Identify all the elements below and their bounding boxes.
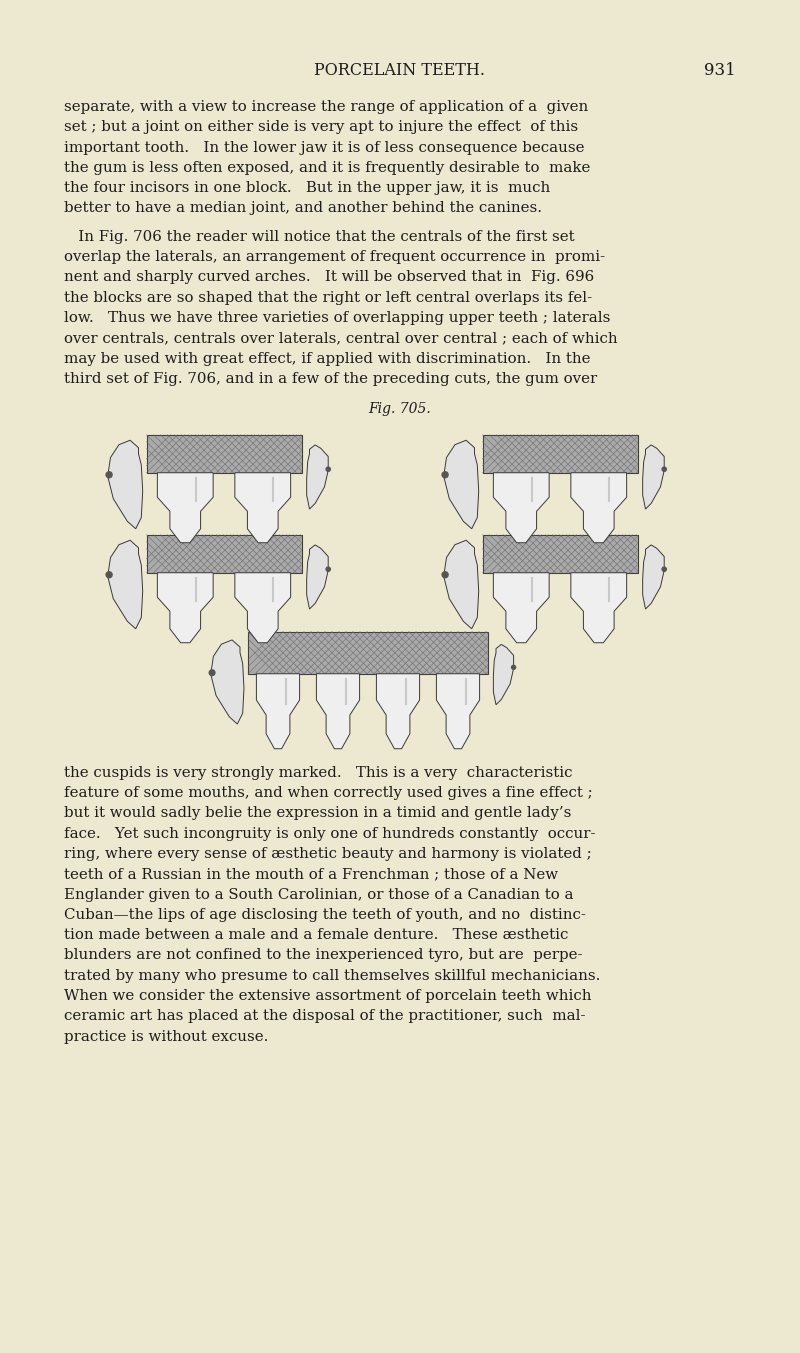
Bar [146, 534, 302, 572]
Text: When we consider the extensive assortment of porcelain teeth which: When we consider the extensive assortmen… [64, 989, 591, 1003]
Text: nent and sharply curved arches.   It will be observed that in  Fig. 696: nent and sharply curved arches. It will … [64, 271, 594, 284]
Circle shape [326, 567, 330, 571]
Text: better to have a median joint, and another behind the canines.: better to have a median joint, and anoth… [64, 202, 542, 215]
Circle shape [442, 472, 448, 478]
Text: trated by many who presume to call themselves skillful mechanicians.: trated by many who presume to call thems… [64, 969, 600, 982]
Polygon shape [235, 472, 290, 543]
Polygon shape [494, 572, 549, 643]
Text: the four incisors in one block.   But in the upper jaw, it is  much: the four incisors in one block. But in t… [64, 181, 550, 195]
Polygon shape [256, 674, 300, 748]
Polygon shape [306, 445, 328, 509]
Polygon shape [108, 440, 142, 529]
Text: ring, where every sense of æsthetic beauty and harmony is violated ;: ring, where every sense of æsthetic beau… [64, 847, 592, 861]
Text: the gum is less often exposed, and it is frequently desirable to  make: the gum is less often exposed, and it is… [64, 161, 590, 175]
Text: practice is without excuse.: practice is without excuse. [64, 1030, 268, 1043]
Polygon shape [210, 640, 244, 724]
Polygon shape [376, 674, 420, 748]
Text: 931: 931 [704, 62, 736, 78]
Polygon shape [235, 572, 290, 643]
Polygon shape [437, 674, 480, 748]
Circle shape [442, 572, 448, 578]
Circle shape [210, 670, 215, 675]
Polygon shape [108, 540, 142, 629]
Polygon shape [571, 472, 626, 543]
Polygon shape [642, 545, 664, 609]
Circle shape [512, 666, 516, 670]
Text: set ; but a joint on either side is very apt to injure the effect  of this: set ; but a joint on either side is very… [64, 120, 578, 134]
Text: Cuban—the lips of age disclosing the teeth of youth, and no  distinc-: Cuban—the lips of age disclosing the tee… [64, 908, 586, 921]
Polygon shape [306, 545, 328, 609]
Text: may be used with great effect, if applied with discrimination.   In the: may be used with great effect, if applie… [64, 352, 590, 365]
Text: Fig. 705.: Fig. 705. [369, 402, 431, 417]
Text: feature of some mouths, and when correctly used gives a fine effect ;: feature of some mouths, and when correct… [64, 786, 593, 800]
Text: overlap the laterals, an arrangement of frequent occurrence in  promi-: overlap the laterals, an arrangement of … [64, 250, 605, 264]
Circle shape [326, 467, 330, 471]
Bar [146, 434, 302, 472]
Bar [482, 434, 638, 472]
Text: low.   Thus we have three varieties of overlapping upper teeth ; laterals: low. Thus we have three varieties of ove… [64, 311, 610, 325]
Circle shape [106, 472, 112, 478]
Circle shape [106, 572, 112, 578]
Polygon shape [494, 644, 514, 705]
Text: important tooth.   In the lower jaw it is of less consequence because: important tooth. In the lower jaw it is … [64, 141, 585, 154]
Text: PORCELAIN TEETH.: PORCELAIN TEETH. [314, 62, 486, 78]
Bar [482, 534, 638, 572]
Text: the cuspids is very strongly marked.   This is a very  characteristic: the cuspids is very strongly marked. Thi… [64, 766, 573, 779]
Text: the blocks are so shaped that the right or left central overlaps its fel-: the blocks are so shaped that the right … [64, 291, 592, 304]
Polygon shape [642, 445, 664, 509]
Polygon shape [158, 572, 213, 643]
Polygon shape [444, 540, 478, 629]
Text: separate, with a view to increase the range of application of a  given: separate, with a view to increase the ra… [64, 100, 588, 114]
Text: blunders are not confined to the inexperienced tyro, but are  perpe-: blunders are not confined to the inexper… [64, 948, 582, 962]
Text: but it would sadly belie the expression in a timid and gentle lady’s: but it would sadly belie the expression … [64, 806, 571, 820]
Circle shape [662, 567, 666, 571]
Text: ceramic art has placed at the disposal of the practitioner, such  mal-: ceramic art has placed at the disposal o… [64, 1009, 586, 1023]
Text: third set of Fig. 706, and in a few of the preceding cuts, the gum over: third set of Fig. 706, and in a few of t… [64, 372, 598, 386]
Polygon shape [158, 472, 213, 543]
Text: teeth of a Russian in the mouth of a Frenchman ; those of a New: teeth of a Russian in the mouth of a Fre… [64, 867, 558, 881]
Polygon shape [494, 472, 549, 543]
Text: face.   Yet such incongruity is only one of hundreds constantly  occur-: face. Yet such incongruity is only one o… [64, 827, 595, 840]
Polygon shape [571, 572, 626, 643]
Text: In Fig. 706 the reader will notice that the centrals of the first set: In Fig. 706 the reader will notice that … [64, 230, 574, 244]
Text: tion made between a male and a female denture.   These æsthetic: tion made between a male and a female de… [64, 928, 568, 942]
Text: Englander given to a South Carolinian, or those of a Canadian to a: Englander given to a South Carolinian, o… [64, 888, 574, 901]
Polygon shape [316, 674, 360, 748]
Bar [248, 632, 488, 674]
Polygon shape [444, 440, 478, 529]
Text: over centrals, centrals over laterals, central over central ; each of which: over centrals, centrals over laterals, c… [64, 331, 618, 345]
Circle shape [662, 467, 666, 471]
